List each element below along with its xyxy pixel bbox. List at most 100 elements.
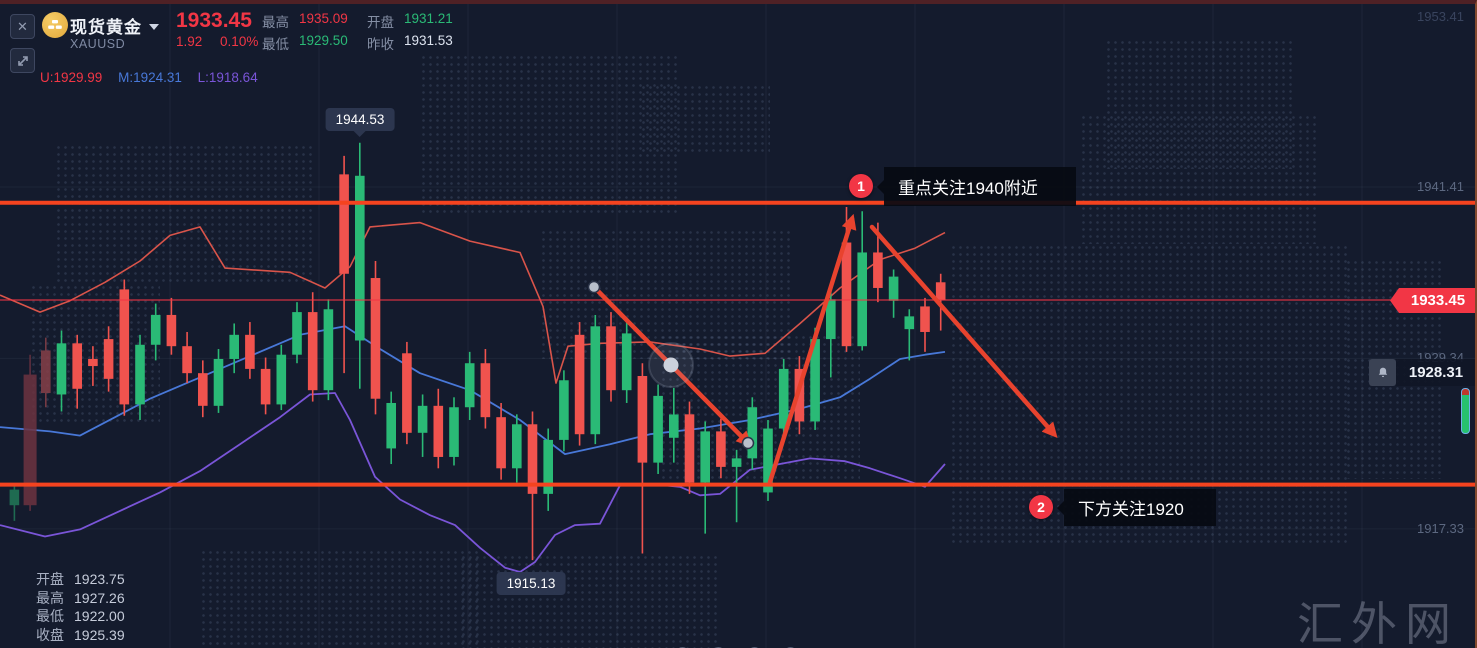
change-percent: 0.10% [220, 34, 259, 49]
candle[interactable] [763, 420, 773, 501]
annotation-note[interactable]: 下方关注1920 [1057, 489, 1216, 526]
ohlc-label: 最低 [36, 608, 64, 624]
candle[interactable] [606, 312, 616, 402]
candle[interactable] [370, 260, 381, 415]
annotation-number-badge[interactable]: 1 [849, 174, 873, 198]
candle-body [213, 358, 224, 406]
drawing-midpoint-handle[interactable] [663, 357, 679, 373]
price-alert[interactable]: 1928.31 [1369, 359, 1475, 386]
candle-body [182, 346, 192, 374]
candle[interactable] [433, 388, 444, 469]
ohlc-value: 1923.75 [74, 571, 125, 587]
candle[interactable] [920, 297, 930, 352]
stat-value: 1931.21 [404, 11, 453, 26]
candle[interactable] [888, 269, 899, 318]
candle[interactable] [23, 354, 37, 511]
candle[interactable] [574, 322, 585, 446]
candle[interactable] [88, 346, 98, 386]
quote-stats: 最高 1935.09 开盘 1931.21 最低 1929.50 昨收 1931… [262, 11, 462, 55]
bollinger-readout: U:1929.99 M:1924.31 L:1918.64 [40, 70, 270, 85]
candle[interactable] [621, 322, 632, 403]
candle[interactable] [386, 391, 396, 465]
boll-mid-value: M:1924.31 [118, 70, 182, 85]
candle-body [480, 363, 491, 418]
candle-body [747, 407, 758, 459]
candle[interactable] [449, 397, 459, 466]
candle[interactable] [323, 299, 334, 401]
candle[interactable] [339, 155, 349, 374]
candle-body [621, 333, 632, 391]
candle[interactable] [559, 370, 569, 452]
candle-body [135, 344, 145, 405]
candle-body [72, 343, 82, 389]
candle-body [590, 326, 601, 435]
candlestick-chart-surface[interactable] [0, 4, 1477, 648]
candle[interactable] [166, 297, 177, 355]
stat-label: 开盘 [367, 15, 394, 30]
candle[interactable] [150, 303, 161, 361]
candle[interactable] [260, 357, 271, 415]
stat-value: 1935.09 [299, 11, 348, 26]
candle[interactable] [213, 349, 224, 413]
candle-body [763, 428, 773, 493]
down-arrow-drawing[interactable] [869, 224, 1058, 439]
candle[interactable] [857, 211, 867, 351]
drawing-handle[interactable] [587, 280, 601, 294]
symbol-code: XAUUSD [70, 37, 126, 51]
candle-body [103, 339, 114, 379]
drawing-handle[interactable] [741, 436, 755, 450]
candle[interactable] [307, 292, 318, 402]
bell-icon[interactable] [1369, 359, 1396, 386]
candle[interactable] [496, 402, 506, 480]
candle[interactable] [826, 289, 836, 378]
candle[interactable] [480, 349, 491, 429]
annotation-note[interactable]: 重点关注1940附近 [877, 167, 1076, 206]
annotation-number-badge[interactable]: 2 [1029, 495, 1053, 519]
close-button[interactable]: ✕ [10, 14, 35, 39]
collapse-button[interactable] [10, 48, 35, 73]
candle[interactable] [245, 322, 255, 379]
candle[interactable] [747, 397, 758, 470]
candle[interactable] [402, 341, 412, 445]
candle[interactable] [684, 401, 695, 494]
candle[interactable] [904, 309, 915, 361]
candle[interactable] [9, 485, 20, 521]
candle[interactable] [700, 421, 710, 534]
pointer-triangle [877, 179, 884, 194]
candle[interactable] [778, 358, 789, 439]
candle[interactable] [355, 142, 365, 389]
candle-body [904, 316, 915, 330]
candle[interactable] [56, 330, 67, 412]
candle-body [543, 439, 553, 494]
up-arrow-drawing[interactable] [767, 213, 857, 485]
candle[interactable] [464, 351, 475, 421]
candle-body [669, 414, 679, 438]
candle[interactable] [119, 279, 130, 416]
stat-label: 最高 [262, 15, 289, 30]
candle[interactable] [716, 418, 726, 479]
candle[interactable] [135, 334, 145, 421]
candle[interactable] [41, 337, 51, 408]
last-price: 1933.45 [176, 9, 252, 32]
candle[interactable] [637, 363, 648, 554]
candle[interactable] [229, 323, 239, 374]
candle-body [56, 343, 67, 395]
candle-body [778, 368, 789, 429]
candle[interactable] [276, 344, 287, 411]
candle[interactable] [182, 331, 192, 384]
candle[interactable] [653, 384, 663, 474]
candle[interactable] [543, 428, 553, 511]
candle[interactable] [417, 394, 428, 457]
candle[interactable] [512, 414, 522, 483]
candle[interactable] [292, 302, 302, 364]
candle[interactable] [198, 360, 208, 418]
candle-body [527, 424, 538, 494]
price-scale-slider-handle[interactable] [1461, 388, 1470, 434]
chevron-down-icon [149, 23, 159, 30]
symbol-selector[interactable]: 现货黄金 [70, 13, 159, 38]
candle[interactable] [590, 314, 601, 445]
ohlc-value: 1925.39 [74, 626, 125, 643]
candle[interactable] [103, 326, 114, 392]
candle[interactable] [72, 334, 82, 409]
candle[interactable] [669, 387, 679, 463]
